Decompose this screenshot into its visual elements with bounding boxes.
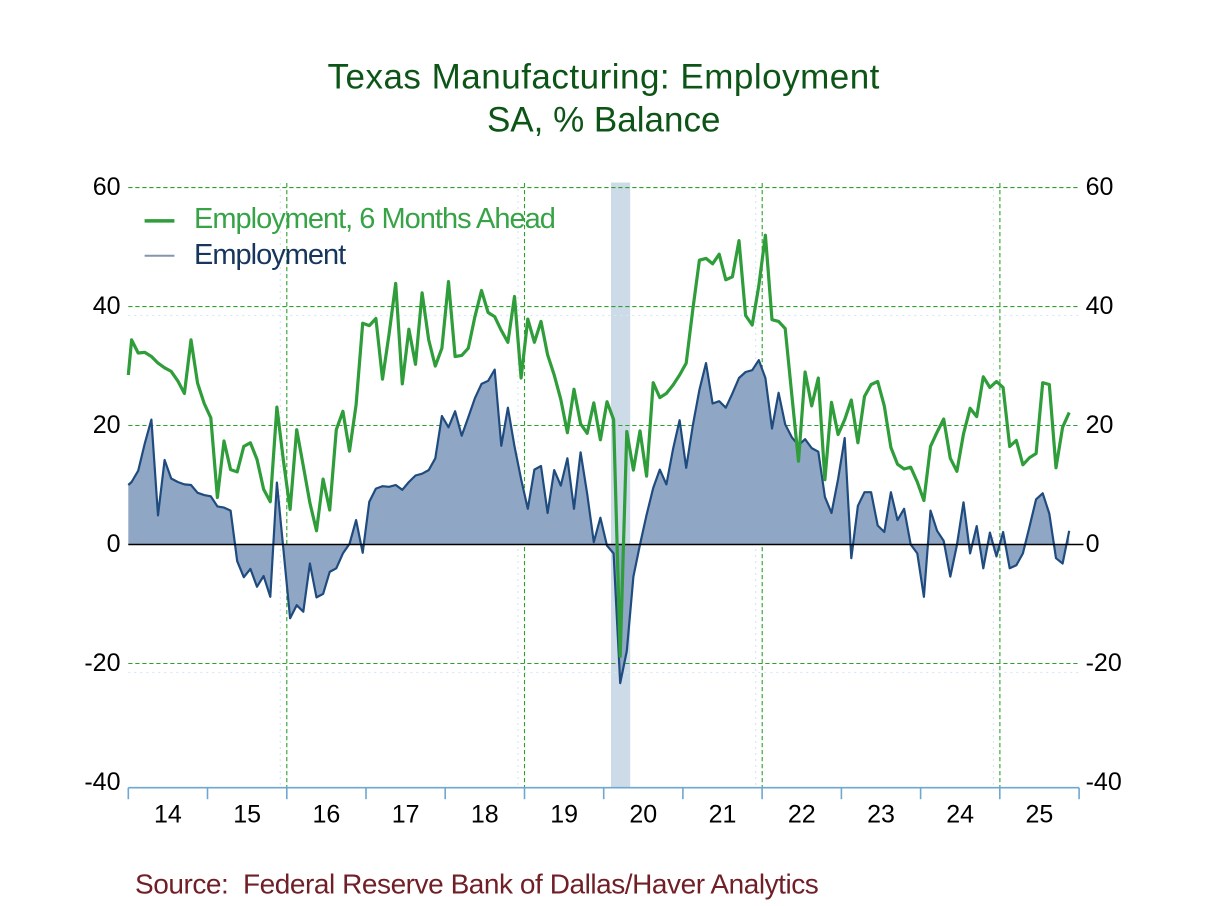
svg-text:60: 60 <box>93 173 121 201</box>
svg-text:0: 0 <box>1086 530 1100 558</box>
svg-text:-20: -20 <box>84 649 120 677</box>
svg-text:-40: -40 <box>84 768 120 796</box>
svg-text:SA, % Balance: SA, % Balance <box>487 101 720 140</box>
svg-text:19: 19 <box>550 800 578 828</box>
svg-text:25: 25 <box>1025 800 1053 828</box>
svg-text:-20: -20 <box>1086 649 1122 677</box>
svg-text:16: 16 <box>312 800 340 828</box>
svg-text:23: 23 <box>867 800 895 828</box>
svg-text:0: 0 <box>107 530 121 558</box>
svg-text:Employment, 6 Months Ahead: Employment, 6 Months Ahead <box>194 203 555 235</box>
svg-text:17: 17 <box>392 800 420 828</box>
svg-text:20: 20 <box>629 800 657 828</box>
svg-text:20: 20 <box>93 411 121 439</box>
svg-text:-40: -40 <box>1086 768 1122 796</box>
svg-text:20: 20 <box>1086 411 1114 439</box>
svg-text:24: 24 <box>946 800 974 828</box>
svg-text:21: 21 <box>709 800 737 828</box>
svg-text:40: 40 <box>1086 292 1114 320</box>
svg-text:Source: Federal Reserve Bank: Source: Federal Reserve Bank of Dallas/H… <box>135 869 818 900</box>
svg-text:60: 60 <box>1086 173 1114 201</box>
svg-text:40: 40 <box>93 292 121 320</box>
svg-text:14: 14 <box>154 800 182 828</box>
svg-text:22: 22 <box>788 800 816 828</box>
svg-text:Employment: Employment <box>194 239 346 271</box>
svg-text:18: 18 <box>471 800 499 828</box>
svg-text:Texas Manufacturing: Employmen: Texas Manufacturing: Employment <box>327 58 879 97</box>
svg-text:15: 15 <box>233 800 261 828</box>
